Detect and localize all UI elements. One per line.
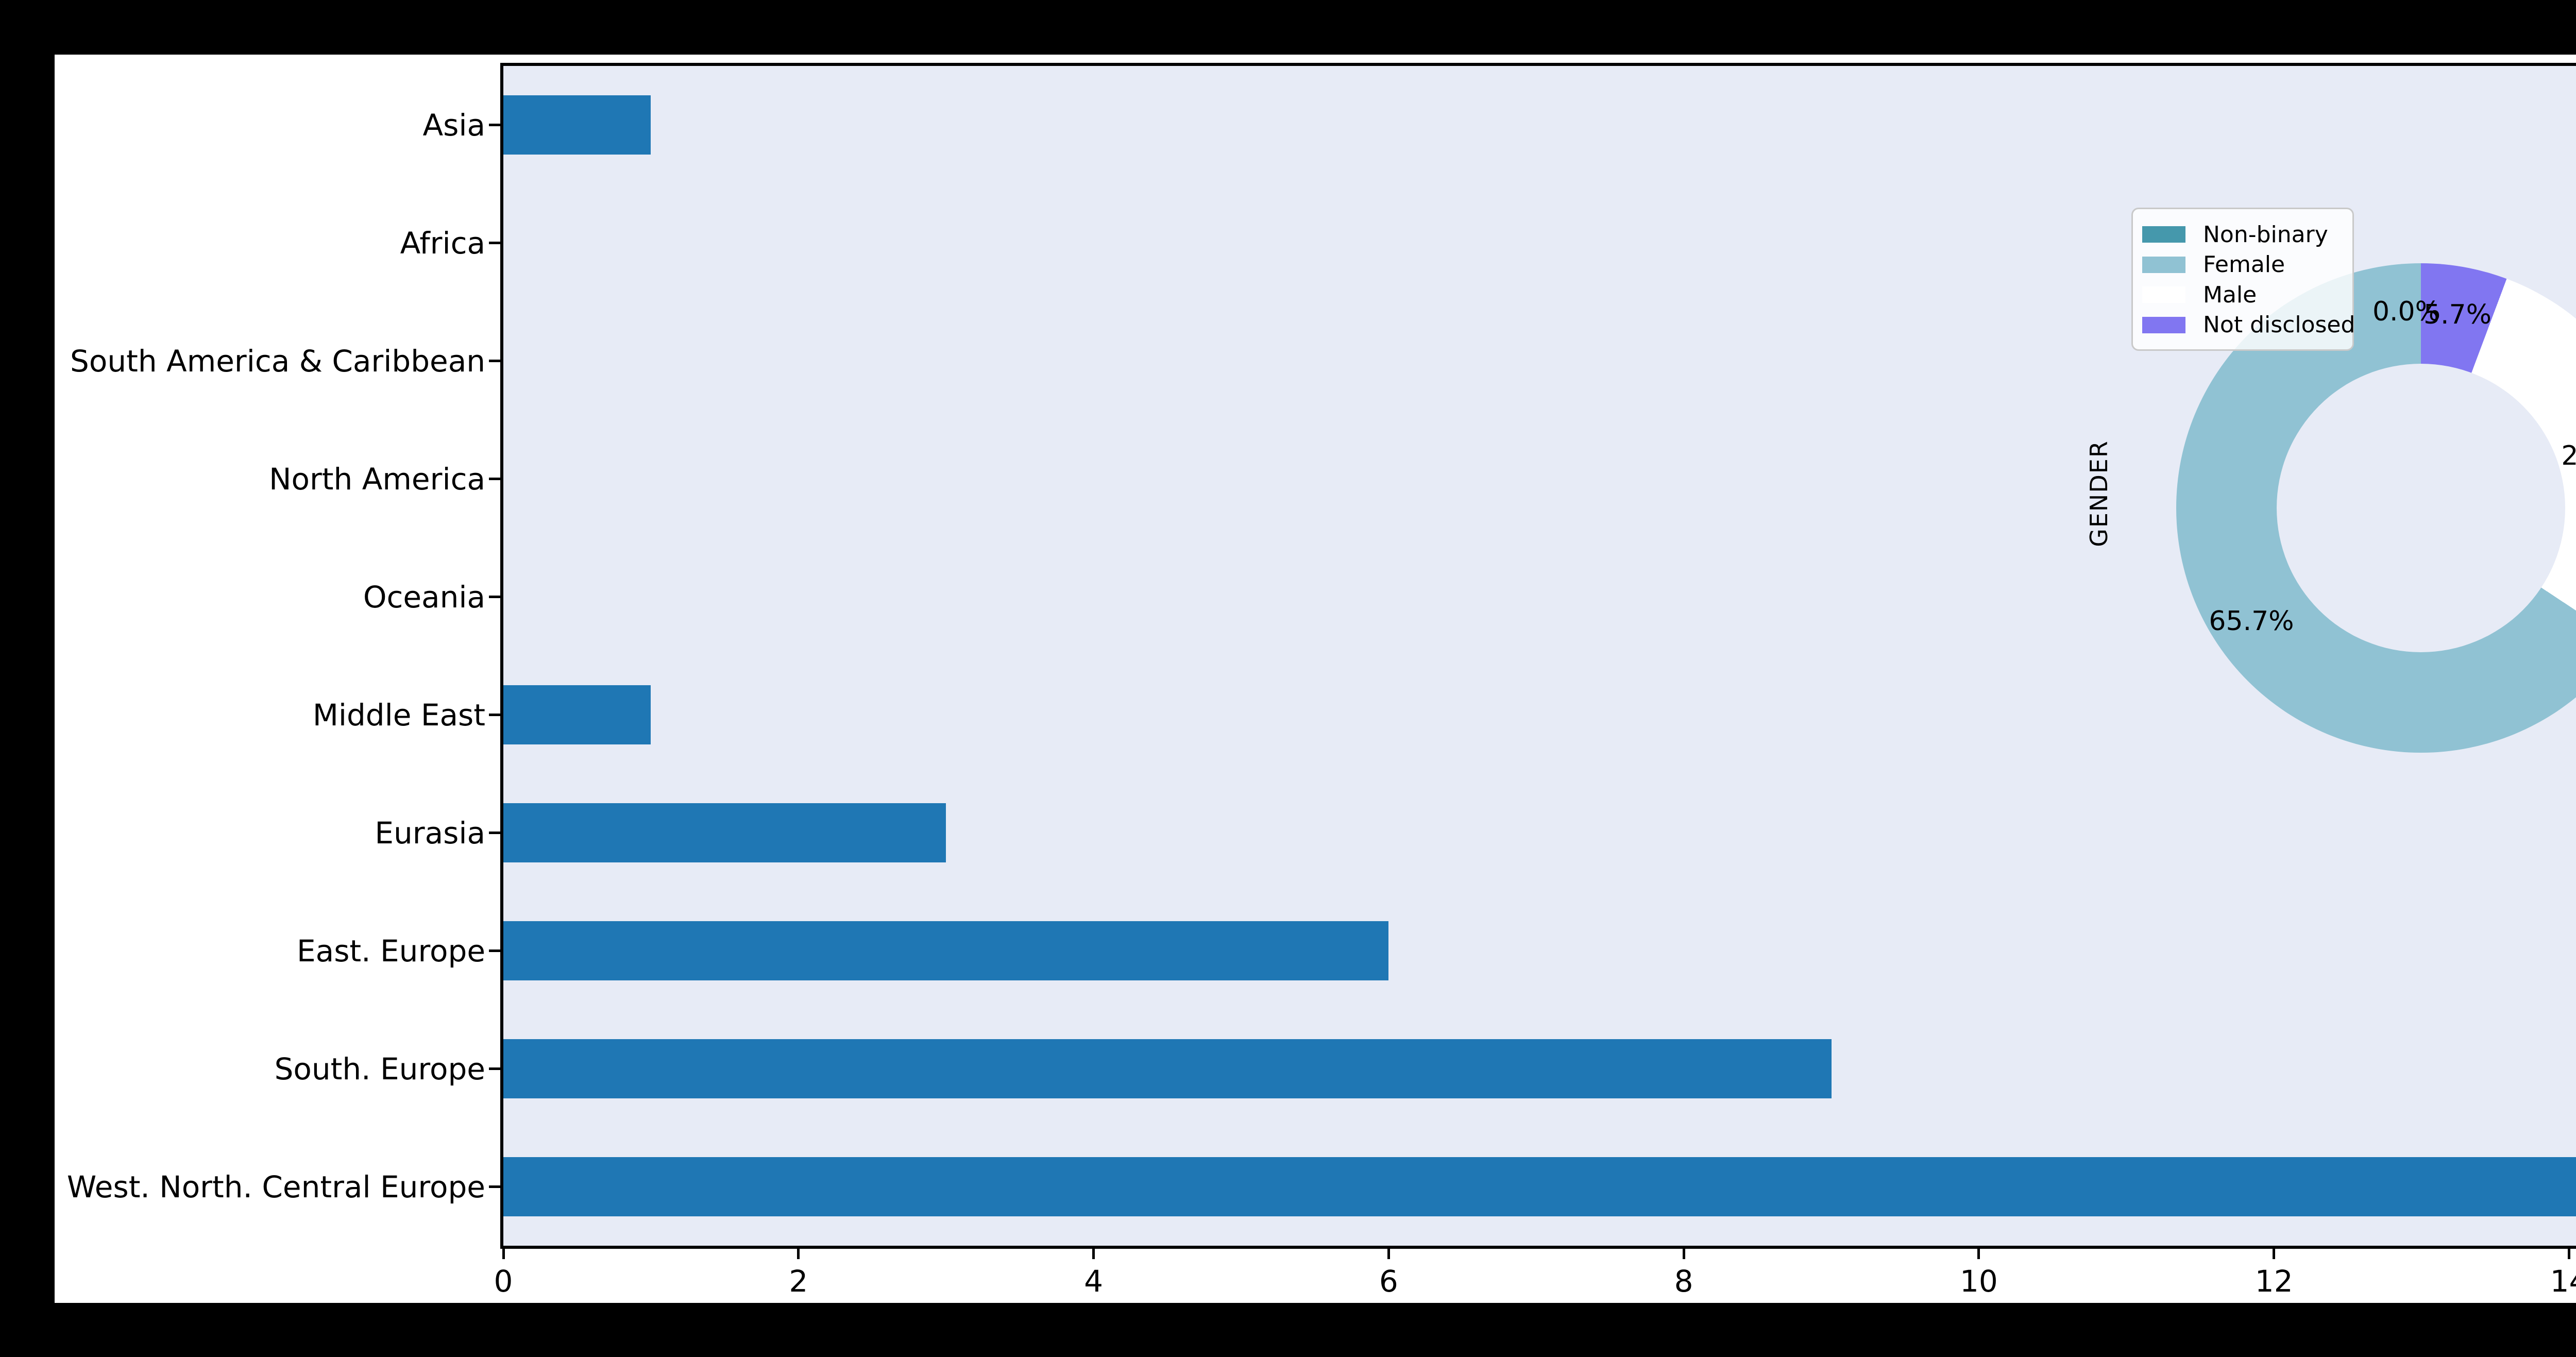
legend-label-female: Female [2203,251,2285,278]
x-tick-0 [502,1249,505,1259]
donut-legend: Non-binary Female Male Not disclosed [2131,208,2355,351]
x-tick-label-6: 6 [1379,1264,1398,1299]
x-tick-12 [2273,1249,2276,1259]
x-tick-10 [1977,1249,1980,1259]
x-tick-6 [1387,1249,1390,1259]
legend-swatch-non-binary [2142,226,2185,243]
y-tick-south-america-caribbean [489,360,500,362]
y-tick-middle-east [489,714,500,716]
category-label-north-america: North America [269,461,485,497]
legend-swatch-not-disclosed [2142,316,2185,333]
x-tick-2 [797,1249,800,1259]
category-label-oceania: Oceania [363,579,485,615]
x-tick-label-0: 0 [494,1264,513,1299]
bar-chart-plot-area: 0.0% 65.7% 28.6% 5.7% GENDER Non-binary Fema… [500,63,2576,1249]
x-tick-label-10: 10 [1960,1264,1998,1299]
category-label-middle-east: Middle East [312,697,485,733]
bar-asia [503,95,651,155]
x-tick-14 [2567,1249,2570,1259]
y-tick-eurasia [489,832,500,834]
y-tick-east-europe [489,949,500,952]
category-label-eurasia: Eurasia [375,815,485,851]
y-tick-north-america [489,478,500,480]
donut-ylabel: GENDER [2085,440,2113,547]
x-tick-8 [1682,1249,1685,1259]
legend-label-non-binary: Non-binary [2203,221,2328,248]
y-tick-oceania [489,596,500,598]
figure-canvas: 0.0% 65.7% 28.6% 5.7% GENDER Non-binary Fema… [55,55,2576,1303]
y-tick-west-north-central-europe [489,1185,500,1188]
legend-swatch-male [2142,286,2185,303]
y-tick-south-europe [489,1067,500,1070]
x-tick-label-14: 14 [2550,1264,2576,1299]
bar-south-europe [503,1039,1832,1098]
category-label-west-north-central-europe: West. North. Central Europe [66,1169,485,1205]
legend-label-male: Male [2203,281,2257,308]
legend-label-not-disclosed: Not disclosed [2203,312,2355,338]
bar-west-north-central-europe [503,1157,2576,1216]
bar-middle-east [503,685,651,744]
donut-chart-hole [2277,364,2565,652]
pct-label-not-disclosed: 5.7% [2423,299,2492,330]
legend-swatch-female [2142,256,2185,273]
category-label-asia: Asia [422,107,485,143]
legend-item-non-binary: Non-binary [2142,219,2340,249]
y-tick-africa [489,242,500,244]
category-label-south-america-caribbean: South America & Caribbean [70,343,485,379]
category-label-africa: Africa [400,225,485,261]
x-tick-label-2: 2 [789,1264,808,1299]
x-tick-label-12: 12 [2255,1264,2293,1299]
category-label-south-europe: South. Europe [274,1051,485,1087]
pct-label-non-binary: 0.0% [2372,296,2441,327]
x-tick-label-4: 4 [1084,1264,1104,1299]
legend-item-female: Female [2142,250,2340,280]
category-label-east-europe: East. Europe [297,933,485,969]
pct-label-female: 65.7% [2209,606,2294,637]
x-tick-label-8: 8 [1674,1264,1693,1299]
y-tick-asia [489,124,500,126]
legend-item-not-disclosed: Not disclosed [2142,310,2355,340]
pct-label-male: 28.6% [2561,440,2576,471]
bar-east-europe [503,921,1389,980]
bar-eurasia [503,803,946,862]
x-tick-4 [1092,1249,1095,1259]
legend-item-male: Male [2142,280,2340,310]
